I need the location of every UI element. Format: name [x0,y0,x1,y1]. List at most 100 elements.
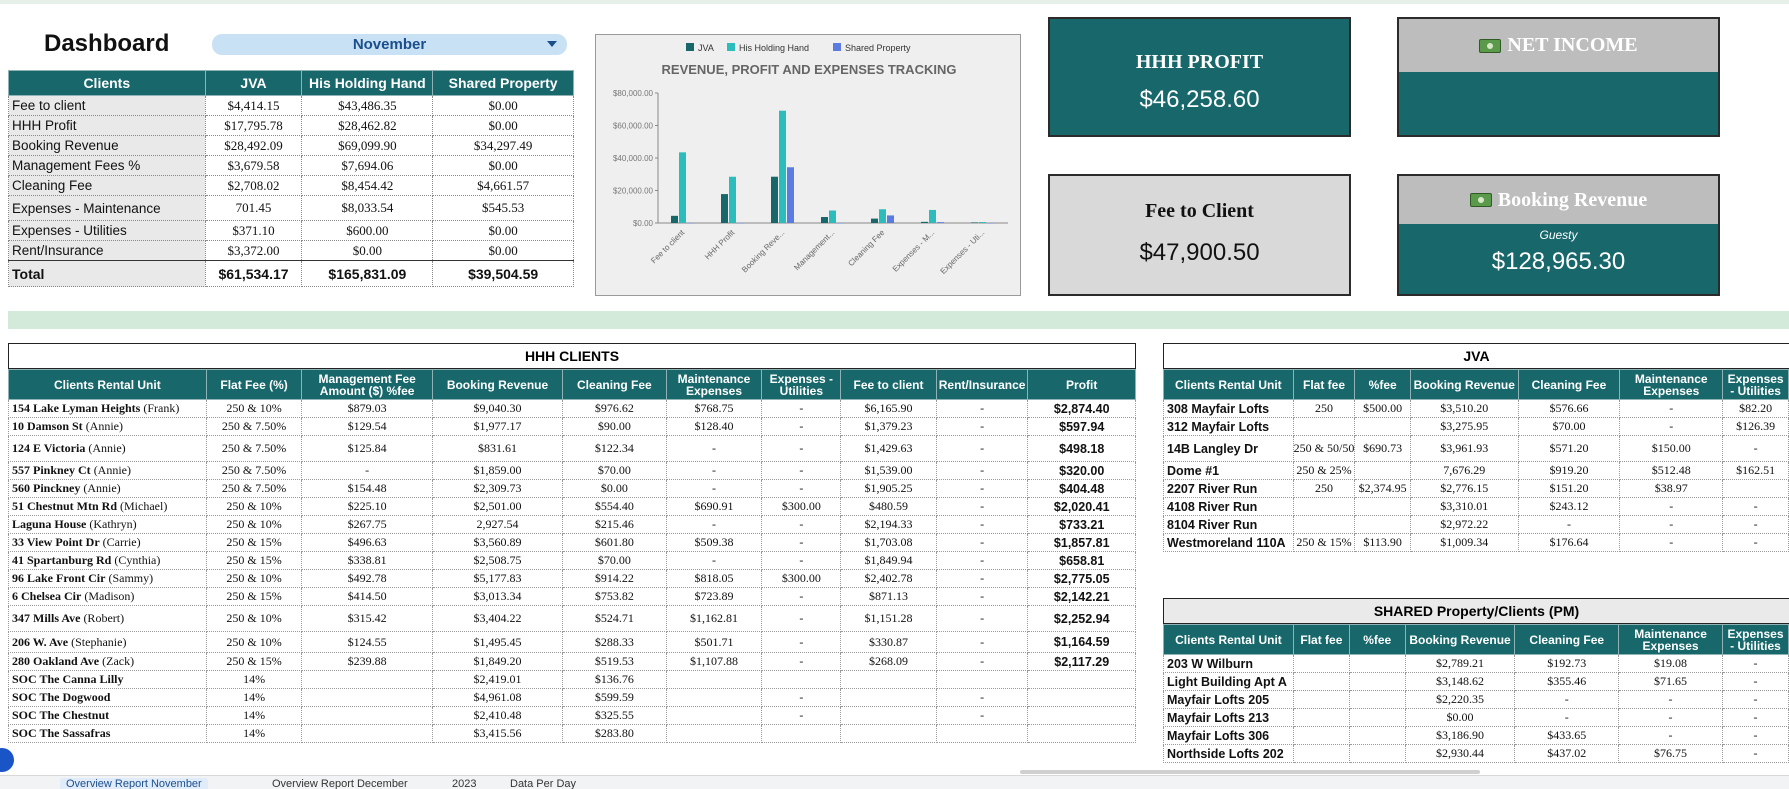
table-cell[interactable]: $4,961.08 [431,688,564,707]
table-cell[interactable]: $151.20 [1517,479,1621,498]
summary-cell-hhh[interactable]: $8,033.54 [301,195,434,221]
table-cell[interactable]: $243.12 [1517,497,1621,516]
table-cell[interactable]: $2,309.73 [431,479,564,498]
summary-cell-jva[interactable]: $4,414.15 [204,95,303,116]
table-cell[interactable]: - [761,706,842,725]
table-cell[interactable] [1027,688,1136,707]
table-cell[interactable] [1292,726,1350,745]
table-cell[interactable]: $2,776.15 [1410,479,1519,498]
table-cell[interactable]: $154.48 [301,479,433,498]
table-cell[interactable]: $70.00 [562,551,667,570]
table-cell[interactable] [1292,690,1350,709]
table-cell[interactable]: - [1619,417,1724,436]
table-cell[interactable]: $300.00 [761,497,842,516]
bar[interactable] [737,223,744,224]
table-cell[interactable]: $192.73 [1514,654,1620,673]
summary-cell-hhh[interactable]: $7,694.06 [301,155,434,176]
table-cell[interactable]: $571.20 [1517,435,1621,462]
table-cell[interactable]: $2,930.44 [1404,744,1516,763]
table-cell[interactable]: $320.00 [1027,461,1136,480]
rental-unit-name[interactable]: 4108 River Run [1163,497,1294,516]
rental-unit-cell[interactable]: 280 Oakland Ave (Zack) [8,652,207,671]
rental-unit-cell[interactable]: 557 Pinkney Ct (Annie) [8,461,207,480]
table-cell[interactable] [1027,670,1136,689]
floating-action-button[interactable] [0,748,14,772]
summary-row-label[interactable]: Cleaning Fee [8,175,206,196]
table-cell[interactable]: $124.55 [301,631,433,653]
table-cell[interactable]: $2,775.05 [1027,569,1136,588]
table-cell[interactable]: - [665,435,763,462]
bar[interactable] [929,209,936,223]
table-cell[interactable]: - [665,551,763,570]
shared_table-header[interactable]: Maintenance Expenses [1618,624,1723,655]
rental-unit-cell[interactable]: SOC The Chestnut [8,706,207,725]
table-cell[interactable]: $1,539.00 [840,461,937,480]
table-cell[interactable] [301,688,433,707]
month-dropdown[interactable]: November [212,34,567,55]
bar[interactable] [821,217,828,223]
jva_table-header[interactable]: %fee [1354,369,1411,400]
rental-unit-cell[interactable]: 33 View Point Dr (Carrie) [8,533,207,552]
table-cell[interactable]: $70.00 [1517,417,1621,436]
table-cell[interactable]: $414.50 [301,587,433,606]
summary-row-label[interactable]: HHH Profit [8,115,206,136]
table-cell[interactable]: 250 & 7.50% [205,417,303,436]
table-cell[interactable]: $6,165.90 [840,399,937,418]
table-cell[interactable]: $599.59 [562,688,667,707]
summary-total-label[interactable]: Total [8,260,206,287]
bar[interactable] [871,218,878,223]
summary-row-label[interactable]: Management Fees % [8,155,206,176]
table-cell[interactable]: - [761,461,842,480]
table-cell[interactable] [1354,497,1411,516]
table-cell[interactable]: - [1517,515,1621,534]
rental-unit-name[interactable]: Mayfair Lofts 213 [1163,708,1294,727]
table-cell[interactable]: $1,107.88 [665,652,763,671]
bar[interactable] [837,223,844,224]
table-cell[interactable]: $1,849.94 [840,551,937,570]
table-cell[interactable]: - [761,479,842,498]
summary-cell-jva[interactable]: $371.10 [204,220,303,241]
summary-row-label[interactable]: Expenses - Utilities [8,220,206,241]
table-cell[interactable]: - [1722,533,1789,552]
summary-header-shared[interactable]: Shared Property [432,70,574,96]
rental-unit-name[interactable]: 312 Mayfair Lofts [1163,417,1294,436]
table-cell[interactable]: $1,849.20 [431,652,564,671]
sheet-tab-3[interactable]: Data Per Day [510,778,577,789]
table-cell[interactable]: - [935,461,1029,480]
shared_table-header[interactable]: Cleaning Fee [1514,624,1620,655]
table-cell[interactable]: 250 & 15% [205,533,303,552]
table-cell[interactable] [840,724,937,743]
table-cell[interactable]: - [1722,515,1789,534]
table-cell[interactable] [1348,672,1406,691]
table-cell[interactable]: $2,252.94 [1027,605,1136,632]
jva_table-header[interactable]: Clients Rental Unit [1163,369,1294,400]
table-cell[interactable]: $2,508.75 [431,551,564,570]
table-cell[interactable]: $126.39 [1722,417,1789,436]
table-cell[interactable]: 250 & 10% [205,515,303,534]
table-cell[interactable]: - [761,435,842,462]
table-cell[interactable]: $268.09 [840,652,937,671]
bar[interactable] [679,152,686,223]
hhh_table-header[interactable]: Cleaning Fee [562,369,667,400]
jva_table-header[interactable]: Flat fee [1292,369,1356,400]
table-cell[interactable]: $480.59 [840,497,937,516]
summary-cell-jva[interactable]: $28,492.09 [204,135,303,156]
rental-unit-cell[interactable]: 41 Spartanburg Rd (Cynthia) [8,551,207,570]
summary-cell-hhh[interactable]: $8,454.42 [301,175,434,196]
table-cell[interactable]: $2,374.95 [1354,479,1411,498]
table-cell[interactable]: $601.80 [562,533,667,552]
table-cell[interactable]: $753.82 [562,587,667,606]
rental-unit-cell[interactable]: 6 Chelsea Cir (Madison) [8,587,207,606]
table-cell[interactable] [301,724,433,743]
table-cell[interactable] [761,670,842,689]
sheet-tab-0[interactable]: Overview Report November [60,778,208,789]
table-cell[interactable]: $723.89 [665,587,763,606]
rental-unit-cell[interactable]: SOC The Sassafras [8,724,207,743]
revenue-chart[interactable]: JVA His Holding Hand Shared Property REVENU… [595,34,1021,296]
rental-unit-cell[interactable]: Laguna House (Kathryn) [8,515,207,534]
rental-unit-cell[interactable]: 560 Pinckney (Annie) [8,479,207,498]
fee-to-client-card[interactable]: Fee to Client $47,900.50 [1048,174,1351,296]
table-cell[interactable]: $82.20 [1722,399,1789,418]
table-cell[interactable]: $267.75 [301,515,433,534]
table-cell[interactable] [1027,724,1136,743]
